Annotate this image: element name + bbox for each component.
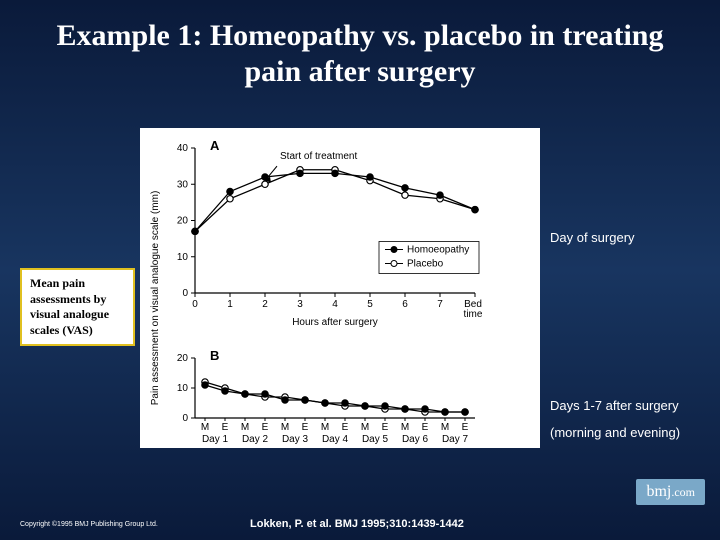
chart-svg: 01020304001234567BedtimeHours after surg…: [140, 128, 540, 448]
svg-text:Day 4: Day 4: [322, 434, 349, 445]
svg-text:M: M: [361, 422, 369, 433]
svg-text:40: 40: [177, 143, 189, 154]
slide-title: Example 1: Homeopathy vs. placebo in tre…: [0, 0, 720, 100]
svg-text:Day 3: Day 3: [282, 434, 309, 445]
bmj-logo: bmj.com: [636, 479, 705, 505]
svg-text:Hours after surgery: Hours after surgery: [292, 317, 378, 328]
bmj-logo-text: bmj: [646, 483, 671, 500]
svg-text:Placebo: Placebo: [407, 259, 444, 270]
svg-text:time: time: [464, 309, 483, 320]
svg-text:Day 7: Day 7: [442, 434, 469, 445]
svg-text:10: 10: [177, 383, 189, 394]
svg-text:E: E: [342, 422, 349, 433]
svg-text:0: 0: [192, 299, 198, 310]
svg-text:E: E: [382, 422, 389, 433]
label-days-1-7: Days 1-7 after surgery: [550, 398, 679, 413]
svg-text:M: M: [401, 422, 409, 433]
svg-text:M: M: [281, 422, 289, 433]
svg-text:Day 1: Day 1: [202, 434, 229, 445]
label-morning-evening: (morning and evening): [550, 425, 680, 440]
svg-text:Start of treatment: Start of treatment: [280, 151, 357, 162]
svg-text:M: M: [201, 422, 209, 433]
svg-text:E: E: [462, 422, 469, 433]
svg-text:3: 3: [297, 299, 303, 310]
svg-text:20: 20: [177, 353, 189, 364]
svg-text:E: E: [422, 422, 429, 433]
svg-text:Homoeopathy: Homoeopathy: [407, 245, 469, 256]
label-day-of-surgery: Day of surgery: [550, 230, 635, 245]
bmj-logo-suffix: .com: [671, 485, 695, 499]
svg-text:Day 5: Day 5: [362, 434, 389, 445]
svg-text:0: 0: [182, 288, 188, 299]
vas-description-box: Mean pain assessments by visual analogue…: [20, 268, 135, 346]
svg-text:E: E: [262, 422, 269, 433]
svg-text:30: 30: [177, 179, 189, 190]
chart-figure: 01020304001234567BedtimeHours after surg…: [140, 128, 540, 448]
citation-text: Lokken, P. et al. BMJ 1995;310:1439-1442: [250, 518, 464, 530]
svg-text:E: E: [222, 422, 229, 433]
svg-text:M: M: [441, 422, 449, 433]
svg-text:4: 4: [332, 299, 338, 310]
svg-text:7: 7: [437, 299, 443, 310]
svg-text:1: 1: [227, 299, 233, 310]
svg-text:Pain assessment on visual anal: Pain assessment on visual analogue scale…: [150, 191, 161, 406]
svg-text:M: M: [321, 422, 329, 433]
svg-text:Day 6: Day 6: [402, 434, 429, 445]
svg-text:E: E: [302, 422, 309, 433]
svg-text:6: 6: [402, 299, 408, 310]
svg-text:5: 5: [367, 299, 373, 310]
svg-text:20: 20: [177, 216, 189, 227]
copyright-text: Copyright ©1995 BMJ Publishing Group Ltd…: [20, 521, 158, 528]
svg-text:A: A: [210, 138, 220, 153]
svg-text:Day 2: Day 2: [242, 434, 269, 445]
svg-text:0: 0: [182, 413, 188, 424]
svg-text:M: M: [241, 422, 249, 433]
svg-text:B: B: [210, 348, 219, 363]
svg-text:10: 10: [177, 252, 189, 263]
svg-text:2: 2: [262, 299, 268, 310]
